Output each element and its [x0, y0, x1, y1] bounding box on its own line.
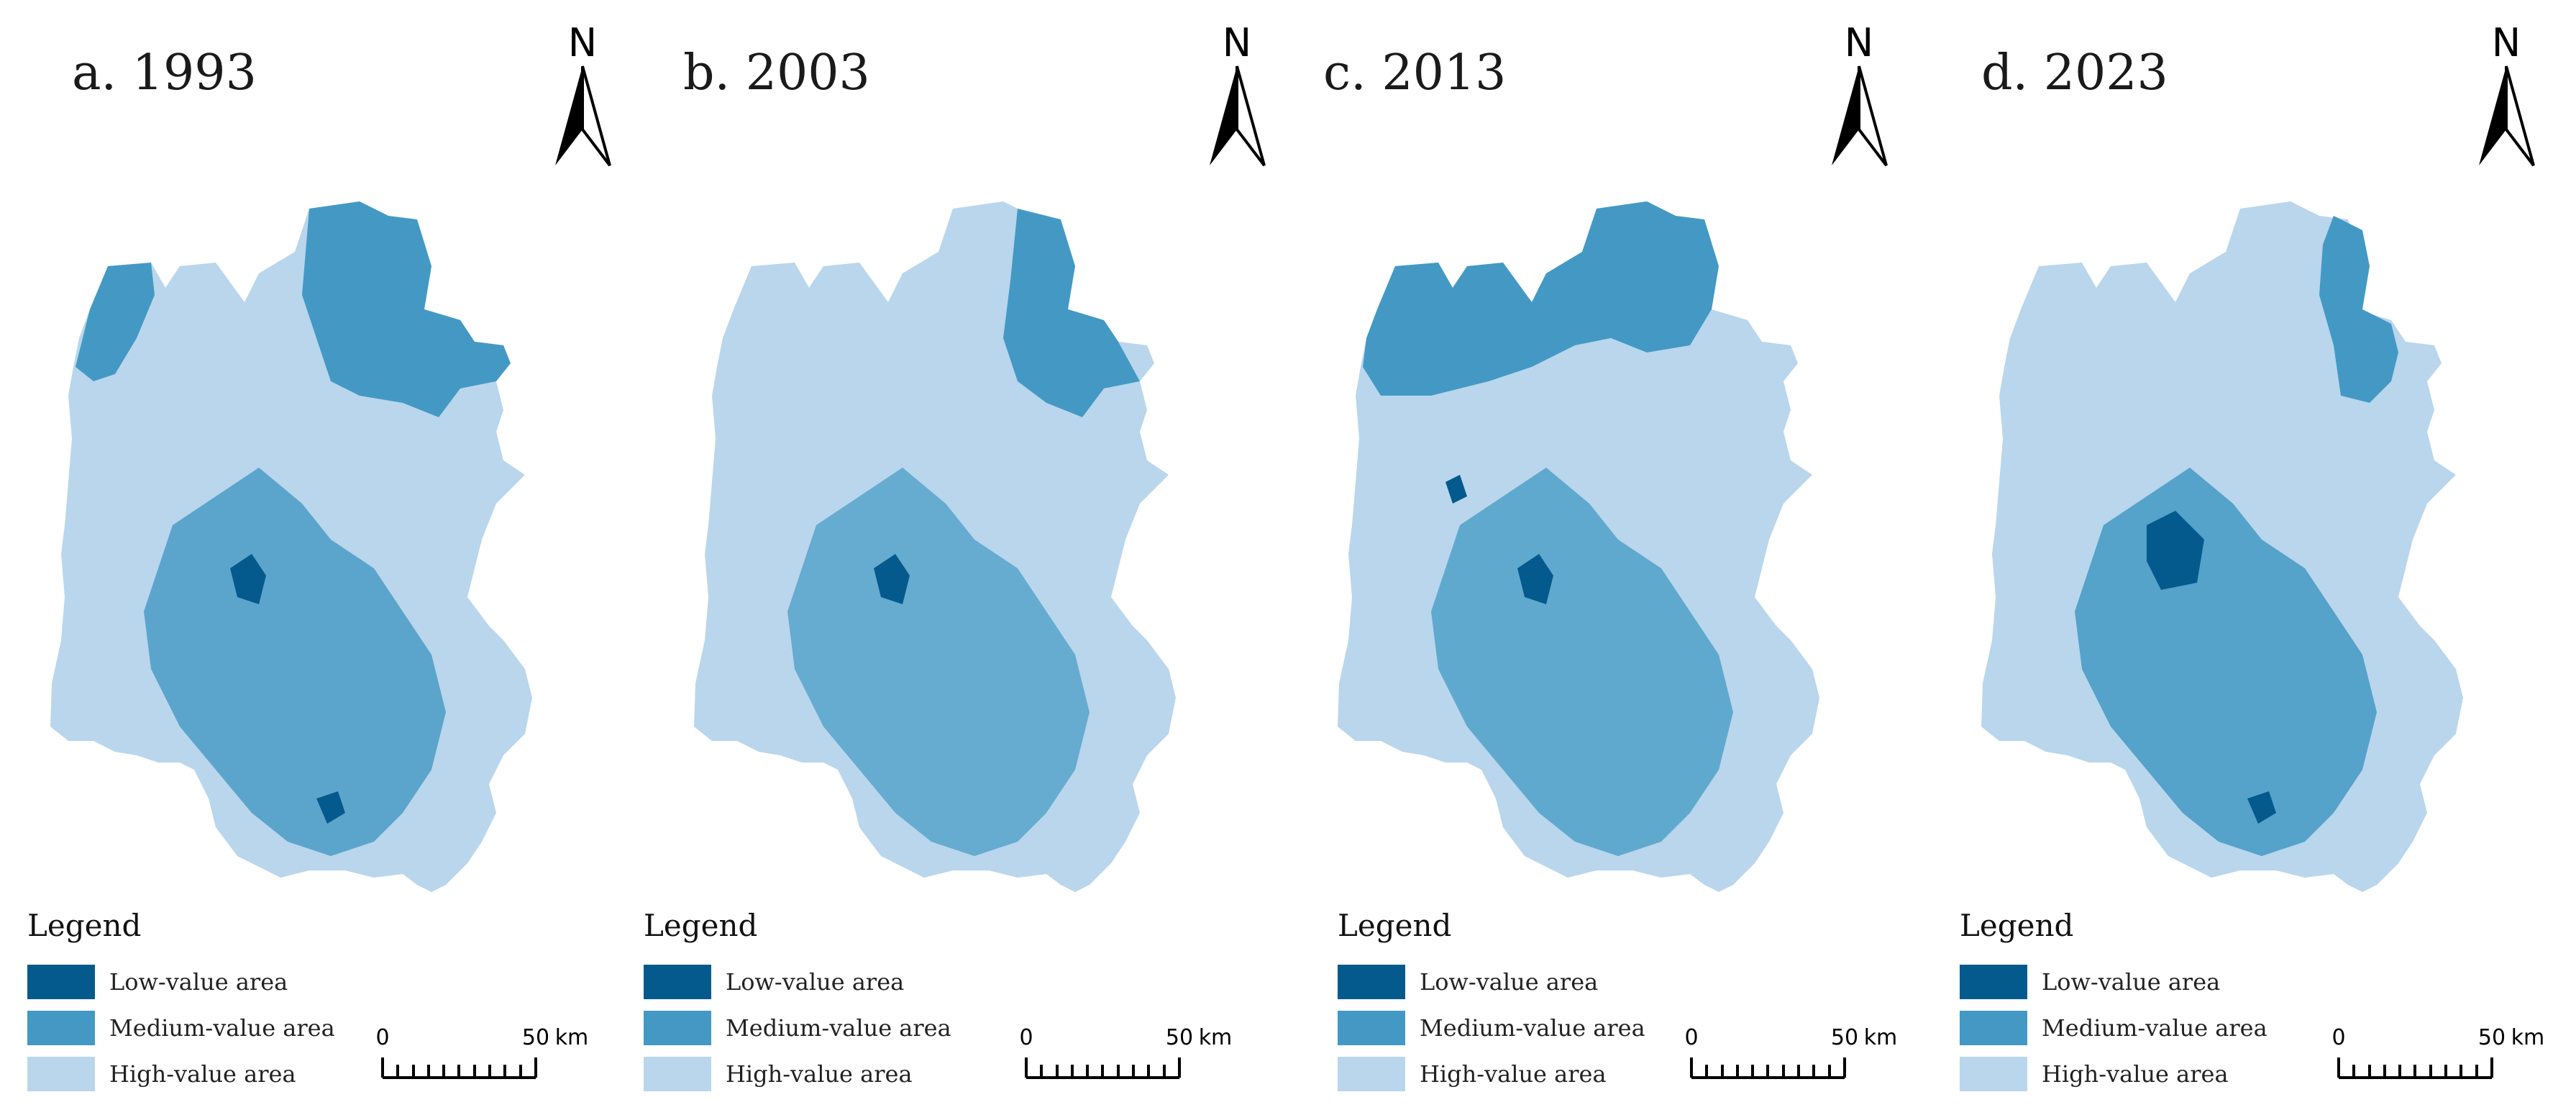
legend-label: High-value area: [109, 1060, 296, 1088]
region-medium-value: [2319, 216, 2398, 403]
region-map: [1981, 201, 2463, 892]
region-map: [694, 201, 1176, 892]
region-medium-value: [302, 201, 511, 417]
region-medium-value: [144, 468, 446, 856]
region-low-value: [874, 554, 910, 604]
legend-label: Medium-value area: [1420, 1014, 1645, 1042]
legend-swatch: [644, 965, 711, 999]
region-medium-value: [1431, 468, 1733, 856]
legend-item-low: Low-value area: [1960, 959, 2267, 1005]
scale-bar: 0 50 km: [2331, 1025, 2545, 1079]
north-label: N: [2492, 22, 2521, 65]
svg-text:km: km: [1199, 1025, 1233, 1050]
legend-swatch: [27, 1011, 95, 1045]
region-map: [50, 201, 532, 892]
legend-item-medium: Medium-value area: [1338, 1005, 1645, 1051]
legend-label: Medium-value area: [109, 1014, 335, 1042]
north-arrow-icon: N: [1210, 22, 1266, 167]
legend-item-high: High-value area: [1960, 1051, 2267, 1097]
legend-swatch: [1338, 1057, 1405, 1091]
legend: Legend Low-value area Medium-value area …: [1338, 908, 1645, 1097]
legend-label: High-value area: [1420, 1060, 1607, 1088]
legend-label: Medium-value area: [2042, 1014, 2267, 1042]
legend-swatch: [1338, 965, 1405, 999]
legend-title: Legend: [1960, 908, 2074, 943]
svg-text:50: 50: [1831, 1025, 1858, 1050]
legend-title: Legend: [644, 908, 758, 943]
map-panel-2023: d. 2023 N Legend Low-value area Medium-v…: [1931, 0, 2575, 1110]
region-medium-value: [1363, 201, 1719, 396]
legend-label: High-value area: [726, 1060, 913, 1088]
region-medium-value: [76, 263, 155, 381]
legend-item-medium: Medium-value area: [1960, 1005, 2267, 1051]
region-low-value: [230, 554, 266, 604]
legend-swatch: [644, 1011, 711, 1045]
svg-text:0: 0: [375, 1025, 389, 1050]
legend-swatch: [27, 1057, 95, 1091]
north-label: N: [1845, 22, 1873, 65]
legend-item-medium: Medium-value area: [27, 1005, 335, 1051]
legend-item-high: High-value area: [1338, 1051, 1645, 1097]
legend: Legend Low-value area Medium-value area …: [644, 908, 951, 1097]
region-low-value: [1445, 475, 1467, 504]
legend-item-medium: Medium-value area: [644, 1005, 951, 1051]
region-medium-value: [787, 468, 1090, 856]
scale-bar: 0 50 km: [1019, 1025, 1233, 1079]
svg-text:0: 0: [1019, 1025, 1033, 1050]
region-map: [1338, 201, 1819, 892]
panel-title: a. 1993: [72, 45, 257, 101]
region-medium-value: [1003, 209, 1140, 417]
panel-title: d. 2023: [1981, 45, 2168, 101]
legend-label: Medium-value area: [726, 1014, 951, 1042]
legend: Legend Low-value area Medium-value area …: [1960, 908, 2267, 1097]
north-arrow-icon: N: [1832, 22, 1888, 167]
legend-item-high: High-value area: [27, 1051, 335, 1097]
legend: Legend Low-value area Medium-value area …: [27, 908, 335, 1097]
region-low-value: [2247, 791, 2276, 824]
north-label: N: [568, 22, 597, 65]
scale-bar: 0 50 km: [375, 1025, 589, 1079]
svg-text:0: 0: [2331, 1025, 2345, 1050]
legend-label: Low-value area: [109, 968, 288, 996]
legend-item-low: Low-value area: [27, 959, 335, 1005]
svg-text:50: 50: [2478, 1025, 2506, 1050]
legend-swatch: [1338, 1011, 1405, 1045]
legend-swatch: [1960, 1057, 2027, 1091]
legend-label: Low-value area: [1420, 968, 1599, 996]
legend-label: Low-value area: [726, 968, 905, 996]
legend-title: Legend: [27, 908, 142, 943]
svg-text:km: km: [2511, 1025, 2545, 1050]
legend-swatch: [1960, 965, 2027, 999]
legend-swatch: [1960, 1011, 2027, 1045]
svg-text:km: km: [555, 1025, 589, 1050]
legend-item-low: Low-value area: [1338, 959, 1645, 1005]
map-panel-2003: b. 2003 N Legend Low-value area Medium-v…: [644, 0, 1287, 1110]
legend-title: Legend: [1338, 908, 1452, 943]
legend-swatch: [644, 1057, 711, 1091]
scale-bar: 0 50 km: [1684, 1025, 1898, 1079]
svg-text:0: 0: [1684, 1025, 1698, 1050]
north-arrow-icon: N: [2479, 22, 2535, 167]
legend-item-high: High-value area: [644, 1051, 951, 1097]
map-panel-1993: a. 1993 N Legend Low-value area Medium-v…: [0, 0, 644, 1110]
north-label: N: [1223, 22, 1251, 65]
north-arrow-icon: N: [555, 22, 611, 167]
map-panel-2013: c. 2013 N Legend Low-value area Medium-v…: [1287, 0, 1931, 1110]
svg-text:km: km: [1864, 1025, 1898, 1050]
svg-text:50: 50: [1166, 1025, 1193, 1050]
region-low-value: [2147, 511, 2204, 590]
region-low-value: [1517, 554, 1553, 604]
legend-swatch: [27, 965, 95, 999]
panel-title: c. 2013: [1323, 45, 1507, 101]
legend-label: Low-value area: [2042, 968, 2221, 996]
panel-title: b. 2003: [683, 45, 870, 101]
legend-label: High-value area: [2042, 1060, 2229, 1088]
svg-text:50: 50: [522, 1025, 549, 1050]
region-low-value: [316, 791, 345, 824]
legend-item-low: Low-value area: [644, 959, 951, 1005]
